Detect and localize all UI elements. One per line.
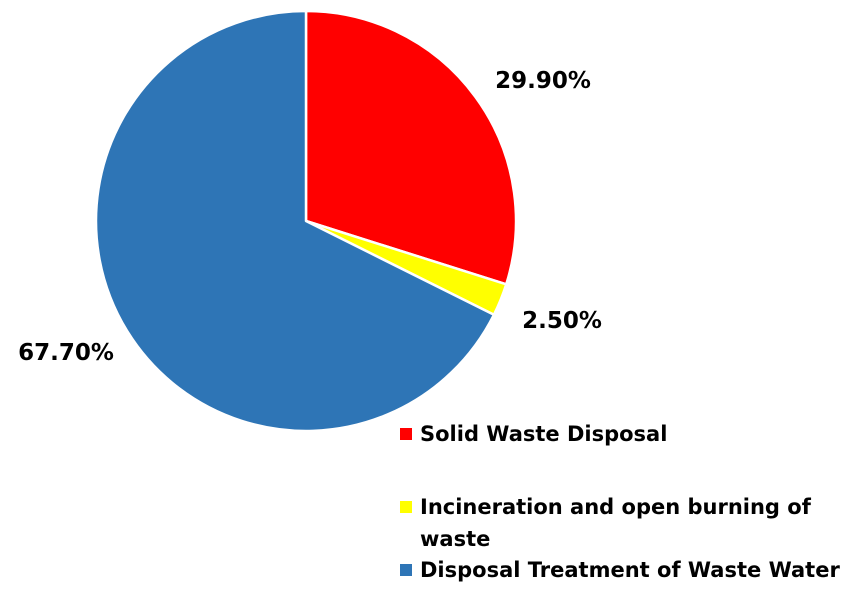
legend-item-solid-waste: Solid Waste Disposal — [400, 418, 667, 450]
pie-slice-waste-water — [94, 9, 496, 433]
legend-label-solid-waste: Solid Waste Disposal — [420, 422, 668, 446]
data-label-solid-waste: 29.90% — [495, 68, 591, 94]
pie-slices — [94, 9, 518, 433]
pie-slice-solid-waste — [304, 9, 518, 286]
legend-item-waste-water: Disposal Treatment of Waste Water — [400, 554, 840, 586]
legend-label-incineration: Incineration and open burning of waste — [420, 495, 811, 551]
pie-data-labels: 29.90% 2.50% 67.70% — [18, 68, 602, 366]
legend-label-waste-water: Disposal Treatment of Waste Water — [420, 558, 840, 582]
legend-item-incineration: Incineration and open burning of waste — [400, 491, 840, 555]
legend-swatch-solid-waste — [400, 428, 412, 440]
data-label-waste-water: 67.70% — [18, 340, 114, 366]
data-label-incineration: 2.50% — [522, 308, 602, 334]
legend-swatch-incineration — [400, 501, 412, 513]
legend-swatch-waste-water — [400, 564, 412, 576]
